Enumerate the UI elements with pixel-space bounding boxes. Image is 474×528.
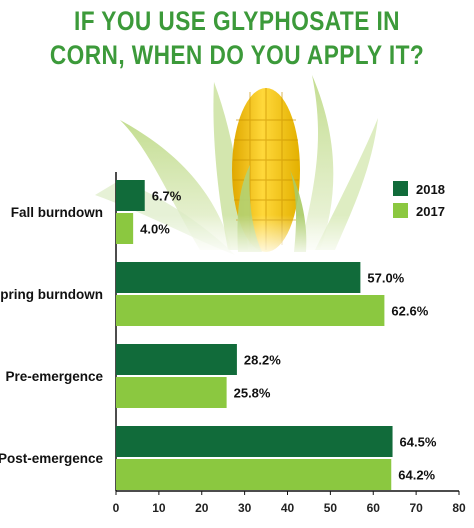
value-label-2017: 25.8% xyxy=(234,386,271,401)
category-label: Pre-emergence xyxy=(5,369,103,384)
legend-swatch-2017 xyxy=(393,203,408,218)
bar-2017 xyxy=(116,295,385,326)
bar-2017 xyxy=(116,213,134,244)
x-tick-label: 30 xyxy=(238,501,252,515)
x-tick-label: 10 xyxy=(152,501,166,515)
x-tick-label: 70 xyxy=(409,501,423,515)
x-tick-label: 20 xyxy=(195,501,209,515)
category-label: Fall burndown xyxy=(11,205,103,220)
value-label-2018: 6.7% xyxy=(152,189,182,204)
value-label-2018: 28.2% xyxy=(244,353,281,368)
value-label-2018: 57.0% xyxy=(367,271,404,286)
category-label: Spring burndown xyxy=(0,287,103,302)
value-label-2017: 64.2% xyxy=(398,468,435,483)
x-tick-label: 50 xyxy=(324,501,338,515)
bar-2018 xyxy=(116,262,361,293)
legend-label-2018: 2018 xyxy=(416,182,445,197)
chart-title-line-1: IF YOU USE GLYPHOSATE IN xyxy=(74,6,400,36)
corn-husk-leaf-right xyxy=(300,75,334,250)
x-tick-label: 60 xyxy=(367,501,381,515)
bar-2018 xyxy=(116,180,145,211)
value-label-2018: 64.5% xyxy=(400,435,437,450)
chart-title-line-2: CORN, WHEN DO YOU APPLY IT? xyxy=(49,40,425,70)
bar-2017 xyxy=(116,377,227,408)
x-tick-label: 40 xyxy=(281,501,295,515)
value-label-2017: 62.6% xyxy=(391,304,428,319)
x-tick-label: 80 xyxy=(452,501,466,515)
value-label-2017: 4.0% xyxy=(140,222,170,237)
bar-2018 xyxy=(116,426,393,457)
bar-2017 xyxy=(116,459,392,490)
category-label: Post-emergence xyxy=(0,451,103,466)
x-tick-label: 0 xyxy=(113,501,120,515)
bar-2018 xyxy=(116,344,237,375)
legend-swatch-2018 xyxy=(393,181,408,196)
legend-label-2017: 2017 xyxy=(416,204,445,219)
corn-illustration xyxy=(90,75,390,260)
